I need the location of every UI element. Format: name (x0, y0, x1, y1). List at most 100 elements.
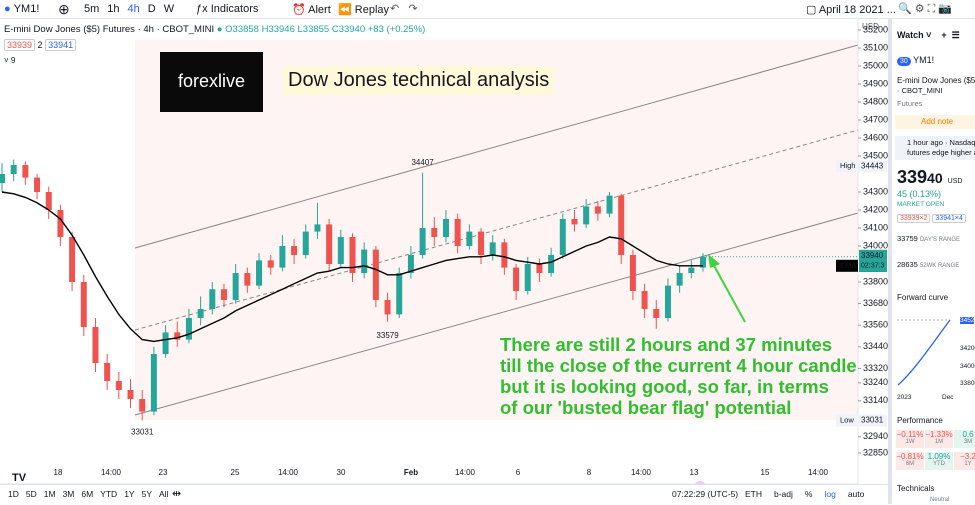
date-button[interactable]: ▢ April 18 2021 ... (806, 4, 896, 16)
x-tick-label: 6 (516, 468, 521, 477)
interval[interactable]: 1h (107, 3, 120, 15)
chart-option[interactable]: auto (847, 489, 865, 499)
alert: Alert (308, 4, 331, 16)
watch-name: E-mini Dow Jones ($5) Futur (897, 76, 975, 85)
interval[interactable]: D (147, 3, 156, 15)
candle-body (22, 165, 29, 178)
spread: 2 (37, 40, 43, 50)
ask[interactable]: 33941 (45, 39, 77, 51)
perf-cell: −1.33% 1M (925, 430, 953, 448)
news-line: 1 hour ago · Nasdaq (907, 138, 975, 147)
range[interactable]: 5Y (141, 489, 152, 499)
candle-body (267, 260, 274, 268)
candle-body (489, 242, 496, 255)
watch-price: 33940 USD (897, 167, 962, 188)
legend: E-mini Dow Jones ($5) Futures · 4h · CBO… (4, 24, 426, 35)
watch-header[interactable]: Watch ˅ + ☰ (897, 30, 960, 40)
y-tick-label: 34300 (863, 186, 888, 196)
y-tick-label: 33240 (863, 377, 888, 387)
range[interactable]: 1Y (124, 489, 135, 499)
compare[interactable]: ⊕ (58, 1, 70, 17)
x-tick-label: 13 (690, 468, 699, 477)
top-toolbar (0, 0, 975, 19)
watch-symbol-text: YM1! (913, 55, 935, 65)
candle-body (349, 237, 356, 273)
interval[interactable]: 5m (84, 3, 100, 15)
price-main: 339 (897, 167, 928, 187)
chart-option[interactable]: ETH (745, 489, 762, 499)
y-tick-label: 34600 (863, 132, 888, 142)
candle-body (431, 228, 438, 237)
news[interactable]: 1 hour ago · Nasdaq futures edge higher a… (895, 136, 975, 160)
watch-title: Watch (897, 30, 924, 40)
y-tick-label: 33680 (863, 298, 888, 308)
indicator-toggle[interactable]: ˅ 9 (4, 56, 16, 65)
range[interactable]: 5D (25, 489, 37, 499)
candle-body (10, 165, 17, 174)
news-line: futures edge higher as (907, 148, 975, 157)
replay-button[interactable]: ⏪ Replay (338, 4, 390, 16)
interval[interactable]: W (163, 3, 175, 15)
candle-body (478, 231, 485, 255)
watch-panel (888, 18, 975, 504)
last-price-marker (859, 249, 887, 272)
x-tick-label: 14:00 (455, 468, 476, 477)
candle-body (244, 273, 251, 286)
undo-redo[interactable]: ↶ ↷ (390, 3, 418, 15)
range[interactable]: YTD (100, 489, 118, 499)
perf-value: −3.2 (960, 452, 975, 461)
perf-cell: −0.11% 1W (896, 430, 924, 448)
x-tick-label: 18 (54, 468, 63, 477)
symbol-button[interactable]: ● YM1! (4, 3, 40, 15)
candle-body (618, 195, 625, 255)
perf-cell: −0.81% 6M (896, 452, 924, 470)
chart-option[interactable]: b-adj (774, 489, 793, 499)
annotation-line: but it is looking good, so far, in terms (500, 376, 829, 397)
logo: forexlive (177, 71, 246, 91)
chart-option[interactable]: % (804, 489, 813, 499)
candle-body (232, 273, 239, 300)
candle-body (104, 363, 111, 381)
toolbar-icons[interactable]: 🔍 ⚙ ⛶ 📷 (898, 3, 953, 15)
annotation-line: There are still 2 hours and 37 minutes (500, 334, 833, 355)
x-tick-label: 14:00 (278, 468, 299, 477)
watch-change: 45 (0.13%) (897, 189, 942, 199)
marker-name-box (836, 259, 858, 272)
range[interactable]: 1M (43, 489, 56, 499)
forward-curve (897, 319, 951, 386)
range[interactable]: 3M (62, 489, 75, 499)
price-marker (859, 414, 887, 427)
chart-option[interactable]: log (824, 489, 836, 499)
perf-label: 3M (963, 439, 973, 445)
watch-bid-ask: 33939×2 33941×4 (897, 214, 966, 223)
bid[interactable]: 33939 (4, 39, 36, 51)
indicators: Indicators (210, 3, 259, 15)
perf-cell: 1.09% YTD (925, 452, 953, 470)
alert-button[interactable]: ⏰ Alert (292, 4, 331, 16)
range[interactable]: All (159, 489, 169, 499)
range[interactable]: 6M (81, 489, 94, 499)
interval[interactable]: 4h (127, 3, 140, 15)
indicators-button[interactable]: ƒx Indicators (196, 3, 259, 15)
date-range-button[interactable]: ⇹ (172, 488, 182, 500)
headline: Dow Jones technical analysis (283, 66, 555, 95)
add-note-text: Add note (921, 117, 954, 126)
bottom-bar (0, 484, 888, 505)
range[interactable]: 1D (8, 489, 19, 499)
candle-body (524, 264, 531, 291)
perf-label: 1Y (964, 461, 972, 467)
day-range: 33759 DAY'S RANGE (897, 234, 960, 243)
perf-cell: −3.2 1Y (954, 452, 975, 470)
add-note[interactable]: Add note (895, 115, 975, 129)
curve-tick: 33800 (960, 380, 975, 387)
technicals-title: Technicals (897, 484, 935, 493)
clock: 07:22:29 (UTC-5) (672, 489, 739, 499)
candle-body (326, 224, 333, 264)
candle-body (115, 381, 122, 390)
curve-tick: 3452 (960, 317, 975, 324)
candle-body (80, 282, 87, 327)
x-tick-label: 25 (231, 468, 240, 477)
watch-symbol: 30 YM1! (897, 55, 935, 66)
curve-date: Dec (942, 394, 954, 401)
